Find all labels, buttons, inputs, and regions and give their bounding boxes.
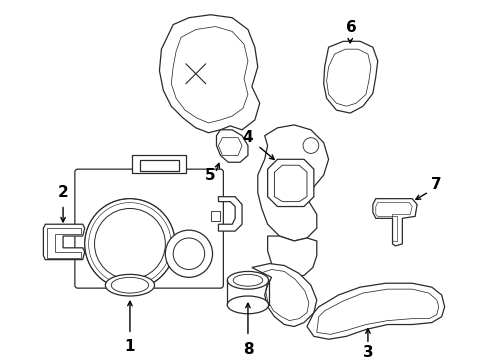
Polygon shape [48, 228, 81, 258]
Polygon shape [217, 130, 248, 162]
Circle shape [95, 208, 165, 279]
Ellipse shape [105, 274, 154, 296]
Text: 2: 2 [58, 185, 69, 200]
Text: 7: 7 [432, 177, 442, 192]
Text: 4: 4 [243, 130, 253, 145]
Text: 6: 6 [346, 20, 357, 35]
Polygon shape [307, 283, 444, 339]
Polygon shape [44, 224, 85, 260]
Polygon shape [268, 236, 317, 277]
Text: 3: 3 [363, 345, 373, 360]
Polygon shape [324, 41, 378, 113]
Polygon shape [132, 156, 186, 173]
Ellipse shape [227, 271, 269, 289]
Polygon shape [274, 165, 307, 202]
Ellipse shape [227, 296, 269, 314]
Polygon shape [219, 197, 242, 231]
Polygon shape [258, 125, 329, 241]
Polygon shape [159, 15, 260, 133]
Polygon shape [373, 199, 417, 246]
FancyBboxPatch shape [75, 169, 223, 288]
Ellipse shape [111, 277, 148, 293]
Text: 1: 1 [124, 339, 135, 354]
Circle shape [173, 238, 205, 270]
Text: 5: 5 [205, 167, 216, 183]
Polygon shape [268, 159, 314, 207]
Circle shape [85, 199, 175, 289]
Polygon shape [252, 264, 317, 327]
Polygon shape [211, 211, 220, 221]
Circle shape [165, 230, 213, 277]
Polygon shape [140, 160, 179, 171]
Circle shape [303, 138, 319, 153]
Ellipse shape [233, 274, 263, 286]
Text: 8: 8 [243, 342, 253, 357]
